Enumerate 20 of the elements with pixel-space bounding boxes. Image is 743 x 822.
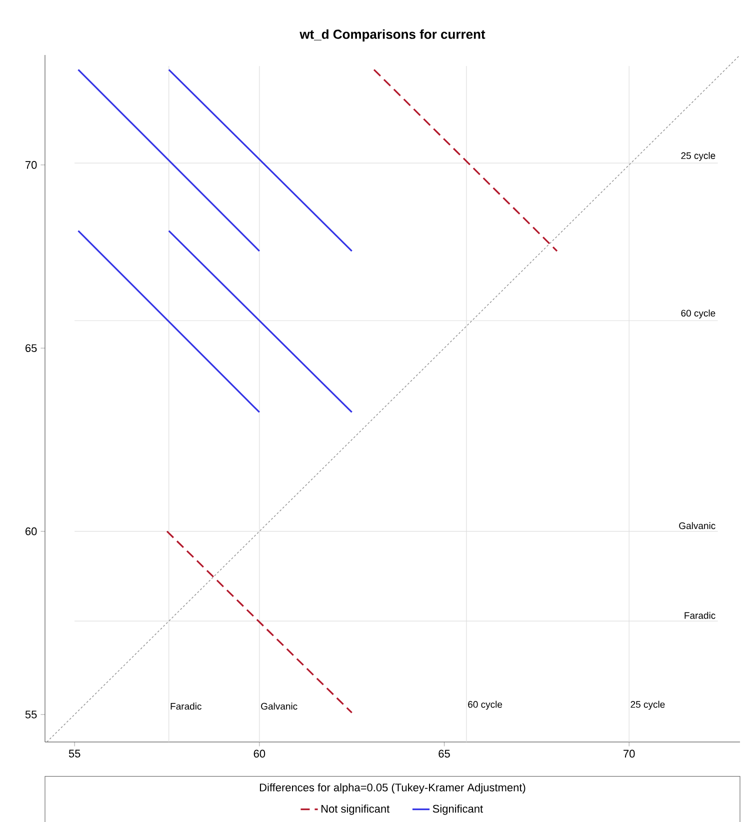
ref-line-label: Faradic — [684, 612, 716, 619]
ref-line-label: 25 cycle — [630, 700, 665, 710]
y-tick-label: 65 — [26, 344, 37, 352]
legend-label: Significant — [432, 804, 483, 815]
x-tick-label: 55 — [68, 750, 80, 758]
ref-line-label: 60 cycle — [681, 310, 716, 318]
ref-line-label: 60 cycle — [468, 700, 502, 710]
ref-line-label: Galvanic — [261, 702, 298, 710]
chart-title: wt_d Comparisons for current — [300, 29, 486, 42]
ref-line-label: Faradic — [170, 702, 202, 710]
legend-title: Differences for alpha=0.05 (Tukey-Kramer Adjustment) — [260, 783, 526, 794]
y-tick-label: 60 — [26, 527, 37, 536]
ref-line-label: Galvanic — [679, 522, 716, 530]
x-tick-label: 65 — [438, 750, 450, 758]
x-tick-label: 70 — [624, 750, 635, 758]
ref-line-label: 25 cycle — [681, 152, 716, 161]
y-tick-label: 70 — [26, 161, 37, 169]
x-tick-label: 60 — [254, 750, 266, 758]
legend-label: Not significant — [321, 804, 390, 815]
y-tick-label: 55 — [25, 710, 37, 718]
